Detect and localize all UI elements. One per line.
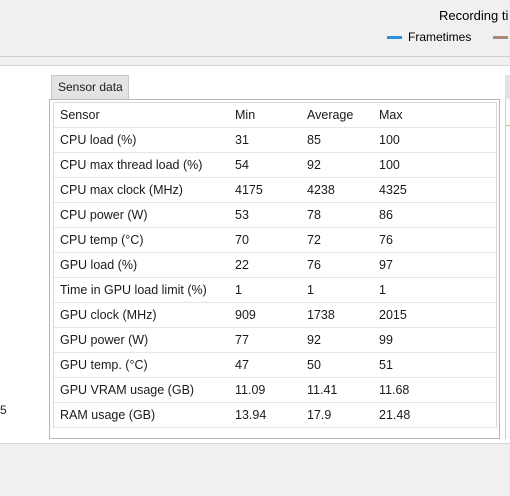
table-row[interactable]: GPU power (W) 77 92 99 (54, 328, 496, 353)
chart-header-area: Recording ti Frametimes (0, 0, 510, 57)
adjacent-panel-tab-edge[interactable] (505, 75, 510, 99)
cell-average: 92 (307, 333, 321, 347)
cell-sensor: GPU temp. (°C) (60, 358, 148, 372)
legend-swatch-second-series (493, 35, 508, 39)
left-panel-partial-value: 5 (0, 403, 7, 417)
cell-max: 100 (379, 158, 400, 172)
cell-average: 17.9 (307, 408, 332, 422)
cell-min: 13.94 (235, 408, 267, 422)
column-header-max[interactable]: Max (379, 108, 403, 122)
cell-sensor: GPU clock (MHz) (60, 308, 157, 322)
legend-item-frametimes: Frametimes (387, 30, 471, 44)
cell-min: 31 (235, 133, 249, 147)
cell-average: 85 (307, 133, 321, 147)
cell-max: 1 (379, 283, 386, 297)
cell-max: 99 (379, 333, 393, 347)
cell-min: 53 (235, 208, 249, 222)
table-row[interactable]: CPU max clock (MHz) 4175 4238 4325 (54, 178, 496, 203)
table-row[interactable]: GPU VRAM usage (GB) 11.09 11.41 11.68 (54, 378, 496, 403)
cell-sensor: RAM usage (GB) (60, 408, 156, 422)
table-row[interactable]: CPU power (W) 53 78 86 (54, 203, 496, 228)
cell-sensor: CPU temp (°C) (60, 233, 144, 247)
column-header-average[interactable]: Average (307, 108, 354, 122)
table-row[interactable]: CPU load (%) 31 85 100 (54, 128, 496, 153)
cell-average: 50 (307, 358, 321, 372)
cell-average: 92 (307, 158, 321, 172)
table-row[interactable]: Time in GPU load limit (%) 1 1 1 (54, 278, 496, 303)
cell-max: 11.68 (379, 383, 410, 397)
table-header-row: Sensor Min Average Max (54, 103, 496, 128)
cell-sensor: CPU max thread load (%) (60, 158, 203, 172)
cell-max: 100 (379, 133, 400, 147)
cell-max: 4325 (379, 183, 407, 197)
table-row[interactable]: CPU max thread load (%) 54 92 100 (54, 153, 496, 178)
cell-min: 22 (235, 258, 249, 272)
cell-min: 77 (235, 333, 249, 347)
cell-max: 51 (379, 358, 393, 372)
cell-min: 70 (235, 233, 249, 247)
cell-min: 54 (235, 158, 249, 172)
adjacent-panel-edge (505, 75, 510, 439)
cell-average: 72 (307, 233, 321, 247)
table-row[interactable]: RAM usage (GB) 13.94 17.9 21.48 (54, 403, 496, 428)
table-row[interactable]: GPU temp. (°C) 47 50 51 (54, 353, 496, 378)
cell-min: 909 (235, 308, 256, 322)
legend-item-second-series (493, 30, 510, 44)
tab-sensor-data[interactable]: Sensor data (51, 75, 129, 99)
cell-max: 97 (379, 258, 393, 272)
cell-sensor: GPU load (%) (60, 258, 138, 272)
cell-sensor: Time in GPU load limit (%) (60, 283, 207, 297)
cell-max: 86 (379, 208, 393, 222)
cell-min: 47 (235, 358, 249, 372)
table-row[interactable]: GPU load (%) 22 76 97 (54, 253, 496, 278)
cell-average: 76 (307, 258, 321, 272)
recording-time-label: Recording ti (439, 8, 509, 23)
cell-min: 11.09 (235, 383, 266, 397)
cell-sensor: CPU max clock (MHz) (60, 183, 183, 197)
legend-label-frametimes: Frametimes (408, 30, 472, 44)
cell-sensor: CPU load (%) (60, 133, 137, 147)
cell-average: 11.41 (307, 383, 338, 397)
cell-average: 1 (307, 283, 314, 297)
table-body: CPU load (%) 31 85 100 CPU max thread load (… (54, 128, 496, 428)
cell-min: 4175 (235, 183, 263, 197)
cell-min: 1 (235, 283, 242, 297)
table-row[interactable]: CPU temp (°C) 70 72 76 (54, 228, 496, 253)
cell-max: 76 (379, 233, 393, 247)
adjacent-panel-marker (506, 125, 510, 126)
cell-average: 78 (307, 208, 321, 222)
legend-swatch-frametimes (387, 35, 402, 39)
column-header-min[interactable]: Min (235, 108, 256, 122)
column-header-sensor[interactable]: Sensor (60, 108, 100, 122)
cell-average: 4238 (307, 183, 335, 197)
cell-sensor: CPU power (W) (60, 208, 148, 222)
table-row[interactable]: GPU clock (MHz) 909 1738 2015 (54, 303, 496, 328)
cell-max: 2015 (379, 308, 407, 322)
cell-sensor: GPU VRAM usage (GB) (60, 383, 195, 397)
cell-sensor: GPU power (W) (60, 333, 149, 347)
cell-max: 21.48 (379, 408, 411, 422)
sensor-data-table: Sensor Min Average Max CPU load (%) 31 85 1… (53, 102, 497, 428)
cell-average: 1738 (307, 308, 335, 322)
